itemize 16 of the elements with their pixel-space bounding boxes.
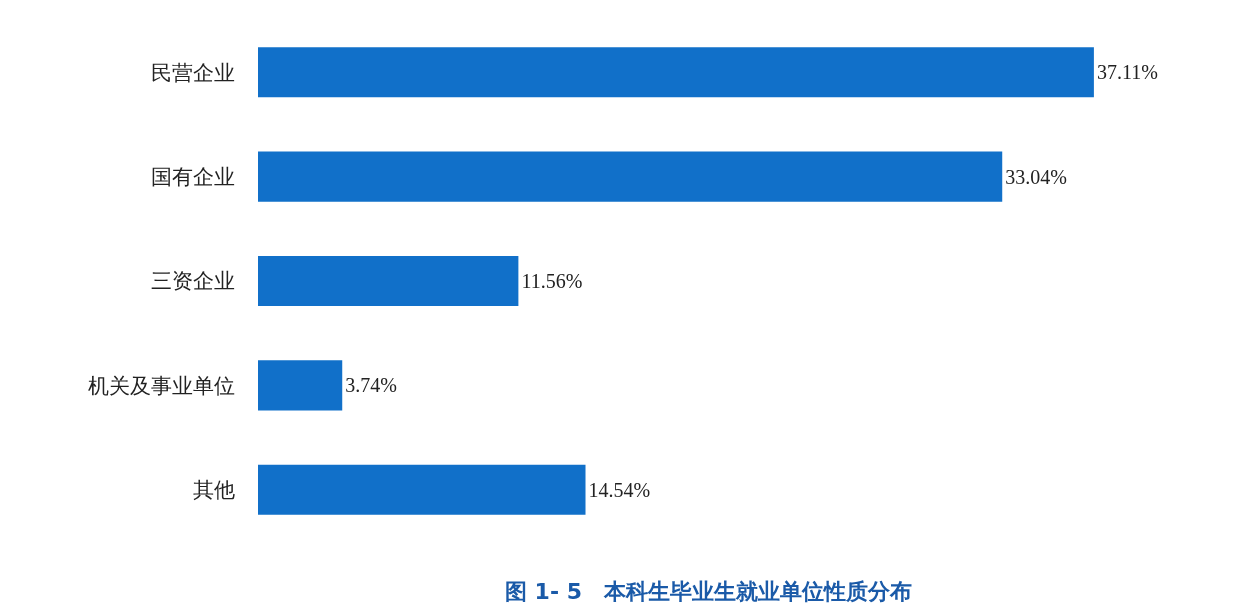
y-tick-label: 其他 [193,478,235,503]
bar [258,151,1003,202]
y-tick-label: 机关及事业单位 [88,373,235,398]
data-label: 33.04% [1005,165,1067,188]
y-tick-label: 民营企业 [151,60,235,85]
bar [258,360,343,411]
data-label: 11.56% [521,270,583,292]
data-label: 37.11% [1096,61,1158,84]
data-label: 3.74% [345,374,397,397]
y-tick-label: 三资企业 [151,269,235,294]
text: 图 1- 5 本科生毕业生就业单位性质分布 [504,578,913,604]
bar [258,47,1094,98]
bar [258,464,586,515]
data-label: 14.54% [588,478,651,501]
y-tick-label: 国有企业 [151,164,235,189]
bar [258,255,519,307]
